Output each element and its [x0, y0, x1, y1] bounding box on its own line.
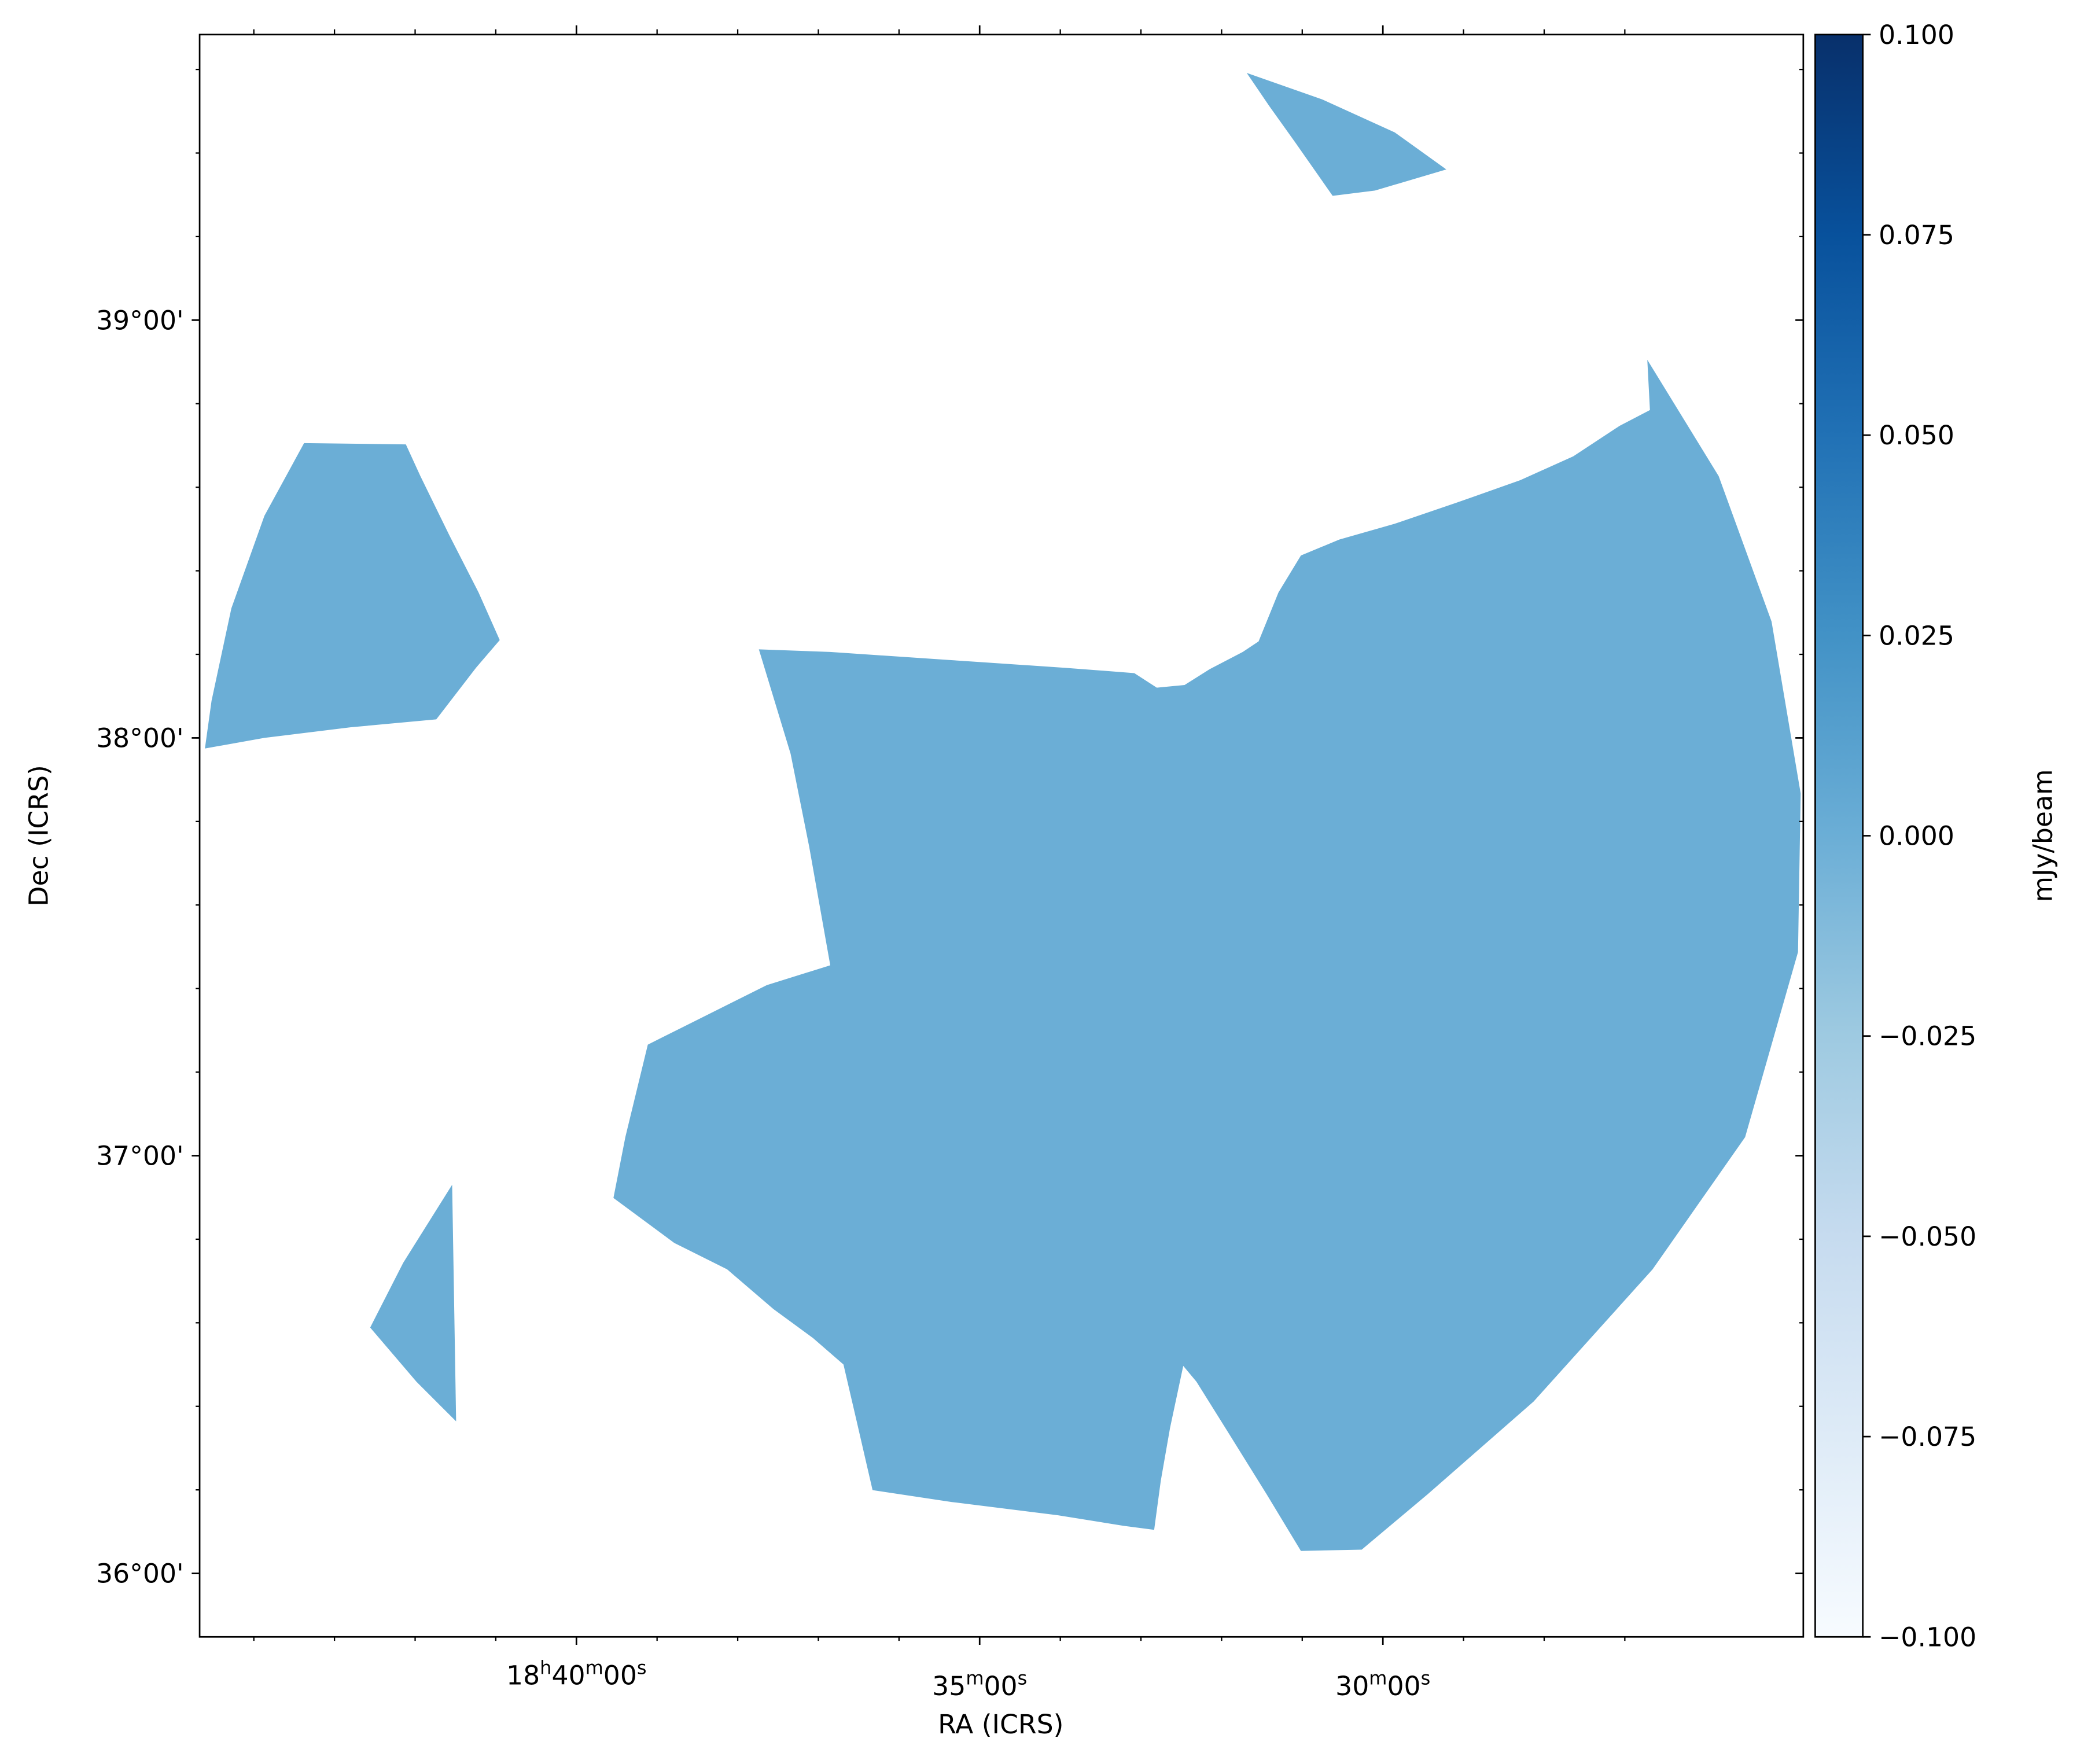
map-image [205, 73, 1801, 1551]
lower-left-coverage-region [370, 1184, 456, 1421]
y-tick-label: 37°00' [96, 1141, 184, 1172]
y-tick-label: 38°00' [96, 723, 184, 753]
colorbar [1815, 34, 1863, 1637]
x-tick-value: 00 [603, 1660, 637, 1691]
x-tick-unit: m [966, 1667, 984, 1689]
y-tick-label: 39°00' [96, 305, 184, 336]
x-tick-unit: h [540, 1656, 551, 1678]
x-tick-unit: s [637, 1656, 647, 1678]
x-tick-value: 30 [1335, 1671, 1369, 1702]
colorbar-tick-label: −0.050 [1879, 1221, 1976, 1252]
y-tick-label: 36°00' [96, 1559, 184, 1589]
colorbar-tick-label: 0.100 [1879, 20, 1954, 50]
x-tick-unit: s [1421, 1667, 1431, 1689]
x-tick-value: 00 [984, 1671, 1017, 1702]
x-axis-label: RA (ICRS) [938, 1709, 1063, 1740]
x-tick-value: 00 [1387, 1671, 1420, 1702]
x-tick-unit: m [1369, 1667, 1387, 1689]
main-coverage-region [613, 359, 1801, 1551]
x-tick-label: 30m00s [1335, 1667, 1430, 1702]
x-tick-value: 18 [506, 1660, 540, 1691]
colorbar-tick-label: −0.025 [1879, 1021, 1976, 1052]
colorbar-ticks: 0.100 0.075 0.050 0.025 0.000 −0.025 −0.050 −0.… [1862, 20, 1976, 1652]
y-tick-labels: 36°00' 37°00' 38°00' 39°00' [96, 305, 184, 1589]
colorbar-tick-label: 0.050 [1879, 420, 1954, 451]
colorbar-tick-label: −0.100 [1879, 1622, 1976, 1652]
colorbar-tick-label: 0.025 [1879, 620, 1954, 651]
colorbar-tick-label: 0.000 [1879, 821, 1954, 852]
x-tick-value: 35 [932, 1671, 966, 1702]
x-tick-unit: s [1018, 1667, 1028, 1689]
colorbar-tick-label: 0.075 [1879, 220, 1954, 251]
y-axis-label: Dec (ICRS) [23, 765, 54, 907]
colorbar-label: mJy/beam [2027, 769, 2058, 903]
x-tick-label: 35m00s [932, 1667, 1027, 1702]
top-coverage-region [1246, 73, 1446, 196]
upper-left-coverage-region [205, 443, 500, 749]
plot-frame [198, 34, 1805, 1638]
x-tick-value: 40 [551, 1660, 585, 1691]
x-tick-unit: m [586, 1656, 603, 1678]
colorbar-tick-label: −0.075 [1879, 1421, 1976, 1452]
x-tick-label: 18h40m00s [506, 1656, 647, 1691]
